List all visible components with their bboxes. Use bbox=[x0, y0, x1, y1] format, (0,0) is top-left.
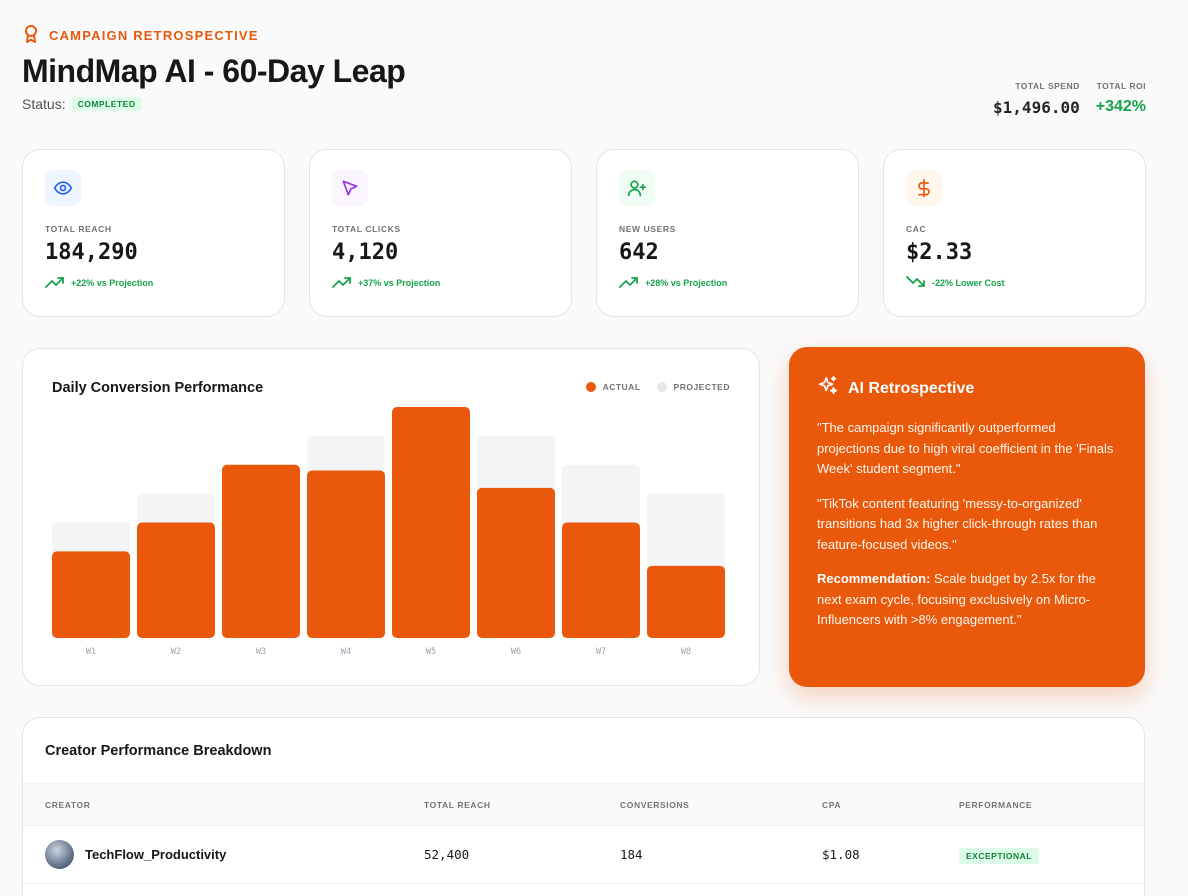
award-icon bbox=[22, 24, 40, 47]
totals: TOTAL SPEND $1,496.00 TOTAL ROI +342% bbox=[993, 81, 1146, 117]
kpi-card-reach: TOTAL REACH 184,290 +22% vs Projection bbox=[22, 149, 285, 317]
x-tick-label: W8 bbox=[681, 647, 691, 657]
actual-bar-w1[interactable] bbox=[52, 551, 130, 638]
kpi-trend: -22% Lower Cost bbox=[906, 275, 1123, 291]
performance-badge: EXCEPTIONAL bbox=[959, 848, 1039, 864]
kpi-value: $2.33 bbox=[906, 240, 973, 265]
kpi-trend: +37% vs Projection bbox=[332, 275, 549, 291]
legend-actual-dot bbox=[585, 382, 596, 392]
x-tick-label: W3 bbox=[256, 647, 266, 657]
ai-header: AI Retrospective bbox=[817, 375, 1117, 402]
ai-retrospective-card: AI Retrospective "The campaign significa… bbox=[789, 347, 1145, 687]
status-row: Status: COMPLETED bbox=[22, 96, 1146, 112]
ai-recommendation: Recommendation: Scale budget by 2.5x for… bbox=[817, 569, 1117, 631]
kpi-trend-label: +37% vs Projection bbox=[358, 278, 441, 288]
actual-bar-w8[interactable] bbox=[647, 565, 725, 638]
total-spend-value: $1,496.00 bbox=[993, 98, 1080, 117]
creator-name: TechFlow_Productivity bbox=[85, 847, 227, 862]
x-tick-label: W6 bbox=[511, 647, 521, 657]
ai-insight-2: "TikTok content featuring 'messy-to-orga… bbox=[817, 495, 1098, 552]
actual-bar-w4[interactable] bbox=[307, 470, 385, 638]
trend-up-icon bbox=[619, 275, 639, 291]
page-title: MindMap AI - 60-Day Leap bbox=[22, 53, 406, 89]
x-tick-label: W5 bbox=[426, 647, 436, 657]
kpi-row: TOTAL REACH 184,290 +22% vs Projection T… bbox=[22, 149, 1146, 317]
kpi-value: 642 bbox=[619, 240, 659, 265]
kpi-card-users: NEW USERS 642 +28% vs Projection bbox=[596, 149, 859, 317]
creator-conversions: 184 bbox=[620, 847, 643, 862]
actual-bar-w6[interactable] bbox=[477, 487, 555, 638]
kpi-card-cac: CAC $2.33 -22% Lower Cost bbox=[883, 149, 1146, 317]
chart-title: Daily Conversion Performance bbox=[52, 380, 264, 396]
col-performance[interactable]: PERFORMANCE bbox=[959, 800, 1033, 810]
eyebrow: CAMPAIGN RETROSPECTIVE bbox=[22, 24, 1146, 47]
kpi-label: TOTAL CLICKS bbox=[332, 224, 401, 234]
kpi-label: CAC bbox=[906, 224, 927, 234]
page-header: CAMPAIGN RETROSPECTIVE MindMap AI - 60-D… bbox=[22, 24, 1146, 124]
creator-cpa: $1.08 bbox=[822, 847, 860, 862]
col-total-reach[interactable]: TOTAL REACH bbox=[424, 800, 491, 810]
actual-bar-w7[interactable] bbox=[562, 522, 640, 639]
table-row[interactable]: TechFlow_Productivity 52,400 184 $1.08 E… bbox=[23, 826, 1144, 884]
total-spend-label: TOTAL SPEND bbox=[1015, 81, 1080, 91]
table-header: CREATOR TOTAL REACH CONVERSIONS CPA PERF… bbox=[23, 783, 1144, 826]
cursor-icon bbox=[332, 170, 368, 206]
kpi-card-clicks: TOTAL CLICKS 4,120 +37% vs Projection bbox=[309, 149, 572, 317]
kpi-value: 4,120 bbox=[332, 240, 399, 265]
kpi-trend-label: +22% vs Projection bbox=[71, 278, 154, 288]
eye-icon bbox=[45, 170, 81, 206]
x-tick-label: W4 bbox=[341, 647, 351, 657]
legend-projected: PROJECTED bbox=[656, 382, 730, 392]
table-title: Creator Performance Breakdown bbox=[45, 743, 272, 759]
col-cpa[interactable]: CPA bbox=[822, 800, 842, 810]
actual-bar-w2[interactable] bbox=[137, 522, 215, 639]
ai-title: AI Retrospective bbox=[848, 379, 975, 397]
actual-bar-w3[interactable] bbox=[222, 464, 300, 638]
legend-actual: ACTUAL bbox=[585, 382, 641, 392]
ai-recommendation-text: Scale budget by 2.5x for the next exam c… bbox=[817, 571, 1096, 627]
kpi-trend: +22% vs Projection bbox=[45, 275, 262, 291]
kpi-value: 184,290 bbox=[45, 240, 138, 265]
user-plus-icon bbox=[619, 170, 655, 206]
trend-up-icon bbox=[45, 275, 65, 291]
trend-down-icon bbox=[906, 275, 926, 291]
total-roi-value: +342% bbox=[1095, 98, 1146, 115]
total-roi-label: TOTAL ROI bbox=[1096, 81, 1146, 91]
actual-bar-w5[interactable] bbox=[392, 407, 470, 638]
x-tick-label: W7 bbox=[596, 647, 606, 657]
avatar bbox=[45, 840, 74, 869]
creator-table-card: Creator Performance Breakdown CREATOR TO… bbox=[22, 717, 1145, 896]
status-badge: COMPLETED bbox=[71, 97, 142, 111]
bar-chart: W1 W2 W3 W4 W5 W6 W7 W8 bbox=[52, 407, 725, 657]
kpi-trend-label: -22% Lower Cost bbox=[932, 278, 1005, 288]
sparkles-icon bbox=[817, 375, 839, 402]
kpi-trend-label: +28% vs Projection bbox=[645, 278, 728, 288]
legend-projected-dot bbox=[656, 382, 667, 392]
kpi-label: NEW USERS bbox=[619, 224, 676, 234]
kpi-label: TOTAL REACH bbox=[45, 224, 112, 234]
dollar-icon bbox=[906, 170, 942, 206]
creator-reach: 52,400 bbox=[424, 847, 470, 862]
col-creator[interactable]: CREATOR bbox=[45, 800, 91, 810]
legend-projected-label: PROJECTED bbox=[673, 382, 730, 392]
ai-recommendation-label: Recommendation: bbox=[817, 571, 931, 586]
x-tick-label: W2 bbox=[171, 647, 181, 657]
col-conversions[interactable]: CONVERSIONS bbox=[620, 800, 690, 810]
ai-insight-1: "The campaign significantly outperformed… bbox=[817, 420, 1114, 476]
trend-up-icon bbox=[332, 275, 352, 291]
kpi-trend: +28% vs Projection bbox=[619, 275, 836, 291]
eyebrow-label: CAMPAIGN RETROSPECTIVE bbox=[49, 28, 259, 43]
status-label: Status: bbox=[22, 96, 66, 112]
legend-actual-label: ACTUAL bbox=[602, 382, 641, 392]
total-spend: TOTAL SPEND $1,496.00 bbox=[993, 81, 1080, 117]
total-roi: TOTAL ROI +342% bbox=[1096, 81, 1146, 117]
chart-card: Daily Conversion Performance ACTUAL PROJ… bbox=[22, 348, 760, 686]
chart-legend: ACTUAL PROJECTED bbox=[585, 382, 730, 392]
x-tick-label: W1 bbox=[86, 647, 96, 657]
